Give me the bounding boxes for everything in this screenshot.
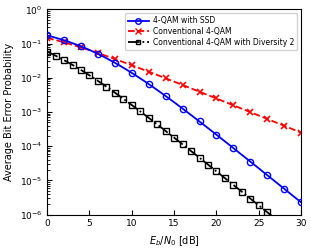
Conventional 4-QAM with Diversity 2 bbox=[62, 59, 66, 62]
Conventional 4-QAM with Diversity 2 bbox=[248, 197, 252, 200]
Conventional 4-QAM with Diversity 2 bbox=[197, 156, 201, 159]
Conventional 4-QAM with Diversity 2 bbox=[155, 123, 159, 126]
Conventional 4-QAM with Diversity 2 bbox=[147, 116, 151, 119]
Conventional 4-QAM with Diversity 2 bbox=[71, 64, 74, 67]
Conventional 4-QAM with Diversity 2 bbox=[181, 143, 184, 146]
Conventional 4-QAM with Diversity 2 bbox=[45, 50, 49, 53]
Conventional 4-QAM bbox=[299, 131, 303, 134]
4-QAM with SSD bbox=[197, 120, 201, 123]
Conventional 4-QAM with Diversity 2 bbox=[122, 97, 125, 100]
Conventional 4-QAM bbox=[248, 111, 252, 114]
Conventional 4-QAM with Diversity 2 bbox=[240, 190, 244, 193]
Conventional 4-QAM with Diversity 2 bbox=[172, 136, 176, 139]
Conventional 4-QAM bbox=[231, 104, 235, 107]
Conventional 4-QAM bbox=[62, 41, 66, 44]
Conventional 4-QAM with Diversity 2 bbox=[231, 183, 235, 186]
Conventional 4-QAM bbox=[45, 36, 49, 39]
Line: Conventional 4-QAM: Conventional 4-QAM bbox=[44, 35, 304, 136]
Conventional 4-QAM with Diversity 2 bbox=[291, 231, 295, 234]
Conventional 4-QAM with Diversity 2 bbox=[189, 149, 193, 152]
4-QAM with SSD bbox=[113, 61, 117, 64]
X-axis label: $E_b / N_0$ [dB]: $E_b / N_0$ [dB] bbox=[149, 234, 200, 248]
Conventional 4-QAM with Diversity 2 bbox=[54, 54, 58, 57]
Conventional 4-QAM bbox=[96, 51, 100, 54]
Conventional 4-QAM with Diversity 2 bbox=[104, 85, 108, 88]
4-QAM with SSD bbox=[282, 187, 286, 190]
4-QAM with SSD bbox=[62, 39, 66, 42]
Conventional 4-QAM with Diversity 2 bbox=[113, 91, 117, 94]
4-QAM with SSD bbox=[215, 133, 218, 136]
Conventional 4-QAM with Diversity 2 bbox=[138, 110, 142, 113]
4-QAM with SSD bbox=[248, 160, 252, 163]
Conventional 4-QAM bbox=[215, 97, 218, 100]
Conventional 4-QAM with Diversity 2 bbox=[96, 79, 100, 82]
Conventional 4-QAM bbox=[265, 117, 269, 120]
Conventional 4-QAM with Diversity 2 bbox=[130, 104, 134, 107]
Conventional 4-QAM with Diversity 2 bbox=[257, 204, 261, 207]
4-QAM with SSD bbox=[130, 71, 134, 74]
4-QAM with SSD bbox=[96, 52, 100, 55]
Conventional 4-QAM bbox=[130, 64, 134, 67]
4-QAM with SSD bbox=[181, 107, 184, 110]
Conventional 4-QAM with Diversity 2 bbox=[282, 224, 286, 227]
Conventional 4-QAM with Diversity 2 bbox=[215, 170, 218, 173]
Conventional 4-QAM bbox=[113, 57, 117, 60]
Conventional 4-QAM bbox=[282, 124, 286, 127]
Conventional 4-QAM bbox=[181, 83, 184, 86]
4-QAM with SSD bbox=[231, 147, 235, 150]
4-QAM with SSD bbox=[79, 45, 83, 48]
Line: 4-QAM with SSD: 4-QAM with SSD bbox=[44, 32, 304, 205]
4-QAM with SSD bbox=[147, 83, 151, 86]
4-QAM with SSD bbox=[265, 174, 269, 177]
4-QAM with SSD bbox=[45, 34, 49, 37]
Conventional 4-QAM with Diversity 2 bbox=[274, 217, 277, 220]
Conventional 4-QAM with Diversity 2 bbox=[79, 69, 83, 72]
Conventional 4-QAM with Diversity 2 bbox=[223, 177, 227, 180]
Conventional 4-QAM bbox=[79, 46, 83, 49]
4-QAM with SSD bbox=[299, 201, 303, 204]
Line: Conventional 4-QAM with Diversity 2: Conventional 4-QAM with Diversity 2 bbox=[44, 49, 304, 242]
Legend: 4-QAM with SSD, Conventional 4-QAM, Conventional 4-QAM with Diversity 2: 4-QAM with SSD, Conventional 4-QAM, Conv… bbox=[125, 13, 297, 50]
Y-axis label: Average Bit Error Probability: Average Bit Error Probability bbox=[4, 43, 14, 181]
Conventional 4-QAM with Diversity 2 bbox=[265, 211, 269, 214]
Conventional 4-QAM with Diversity 2 bbox=[299, 238, 303, 241]
Conventional 4-QAM with Diversity 2 bbox=[88, 74, 91, 77]
Conventional 4-QAM bbox=[164, 77, 168, 80]
Conventional 4-QAM with Diversity 2 bbox=[164, 130, 168, 133]
Conventional 4-QAM bbox=[197, 90, 201, 93]
Conventional 4-QAM with Diversity 2 bbox=[206, 163, 210, 166]
4-QAM with SSD bbox=[164, 94, 168, 98]
Conventional 4-QAM bbox=[147, 70, 151, 73]
